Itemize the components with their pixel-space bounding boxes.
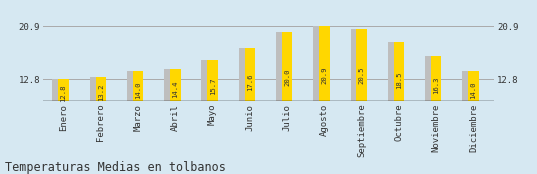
Text: Temperaturas Medias en tolbanos: Temperaturas Medias en tolbanos xyxy=(5,161,226,174)
Bar xyxy=(245,48,255,101)
Bar xyxy=(238,48,249,101)
Text: 15.7: 15.7 xyxy=(209,78,215,96)
Bar xyxy=(313,26,324,101)
Bar xyxy=(388,42,398,101)
Text: 18.5: 18.5 xyxy=(396,72,402,89)
Bar xyxy=(425,56,436,101)
Bar xyxy=(462,72,473,101)
Bar xyxy=(282,32,292,101)
Bar xyxy=(127,72,137,101)
Bar xyxy=(319,26,330,101)
Text: 20.9: 20.9 xyxy=(322,66,328,84)
Bar xyxy=(431,56,441,101)
Bar xyxy=(201,60,212,101)
Bar xyxy=(164,69,175,101)
Text: 14.0: 14.0 xyxy=(135,82,141,99)
Bar xyxy=(170,69,180,101)
Bar xyxy=(58,79,69,101)
Text: 14.0: 14.0 xyxy=(470,82,476,99)
Text: 20.0: 20.0 xyxy=(284,68,290,86)
Bar xyxy=(96,77,106,101)
Bar xyxy=(52,79,63,101)
Text: 17.6: 17.6 xyxy=(247,74,253,91)
Bar xyxy=(468,72,479,101)
Bar xyxy=(357,29,367,101)
Bar xyxy=(207,60,218,101)
Text: 16.3: 16.3 xyxy=(433,77,439,94)
Text: 12.8: 12.8 xyxy=(61,85,67,102)
Bar xyxy=(394,42,404,101)
Bar xyxy=(276,32,286,101)
Bar xyxy=(90,77,100,101)
Bar xyxy=(351,29,361,101)
Text: 20.5: 20.5 xyxy=(359,67,365,85)
Text: 14.4: 14.4 xyxy=(172,81,178,98)
Text: 13.2: 13.2 xyxy=(98,84,104,101)
Bar xyxy=(133,72,143,101)
